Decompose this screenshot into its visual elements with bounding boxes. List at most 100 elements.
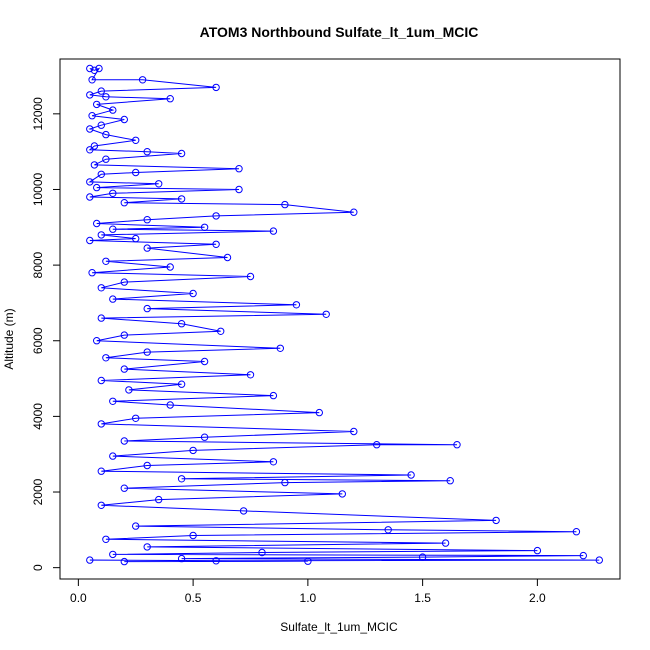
data-point — [109, 189, 117, 198]
y-tick-label: 8000 — [31, 251, 45, 278]
data-point — [132, 414, 140, 422]
y-tick-label: 12000 — [31, 97, 45, 131]
data-point — [93, 183, 101, 192]
data-point — [212, 212, 220, 220]
data-point — [109, 397, 117, 405]
data-point — [88, 76, 96, 84]
data-point — [86, 193, 94, 201]
data-point — [97, 420, 106, 428]
data-point — [407, 471, 415, 479]
data-point — [155, 180, 163, 188]
series-lines — [88, 67, 600, 563]
data-point — [223, 253, 232, 262]
data-point — [102, 257, 110, 265]
data-point — [143, 543, 151, 551]
series-line — [88, 67, 600, 563]
x-tick-label: 0.5 — [185, 591, 202, 605]
data-point — [418, 553, 427, 561]
x-tick-label: 1.0 — [300, 591, 317, 605]
data-point — [86, 178, 94, 186]
data-point — [102, 354, 110, 362]
data-point — [492, 516, 500, 525]
data-point — [235, 185, 243, 194]
data-point — [239, 507, 248, 515]
data-point — [86, 556, 94, 564]
data-point — [212, 240, 220, 249]
data-point — [120, 484, 129, 492]
data-point — [88, 269, 96, 277]
chart-title: ATOM3 Northbound Sulfate_lt_1um_MCIC — [200, 24, 479, 40]
y-tick-label: 0 — [31, 564, 45, 571]
x-tick-label: 0.0 — [70, 591, 87, 605]
data-point — [132, 168, 140, 177]
data-point — [120, 199, 129, 207]
data-point — [102, 130, 110, 139]
x-axis-label: Sulfate_lt_1um_MCIC — [280, 620, 398, 634]
data-point — [86, 236, 94, 245]
data-point — [90, 66, 99, 75]
data-point — [86, 91, 94, 99]
data-point — [595, 556, 603, 564]
y-tick-label: 4000 — [31, 403, 45, 430]
data-point — [166, 263, 174, 271]
y-axis-label: Altitude (m) — [2, 308, 16, 369]
data-point — [109, 225, 117, 233]
data-point — [97, 376, 106, 385]
data-point — [86, 146, 94, 154]
data-point — [322, 310, 330, 318]
data-point — [217, 327, 225, 335]
data-point — [200, 433, 209, 441]
data-point — [246, 272, 255, 281]
data-point — [120, 557, 129, 566]
data-point — [93, 100, 101, 109]
data-point — [102, 93, 110, 101]
data-point — [143, 148, 151, 156]
data-point — [97, 467, 106, 475]
data-point — [315, 408, 323, 417]
y-tick-label: 2000 — [31, 478, 45, 505]
data-point — [97, 170, 106, 179]
x-tick-label: 1.5 — [414, 591, 431, 605]
data-point — [97, 121, 106, 129]
data-point — [292, 301, 301, 309]
data-point — [90, 142, 99, 150]
data-point — [132, 234, 140, 243]
data-point — [97, 87, 106, 95]
data-point — [338, 490, 346, 498]
data-point — [109, 550, 117, 559]
data-point — [93, 337, 101, 345]
data-point — [200, 223, 209, 232]
data-point — [97, 231, 106, 239]
data-point — [143, 461, 151, 470]
data-point — [177, 320, 186, 328]
data-point — [281, 200, 289, 209]
data-point — [572, 528, 581, 536]
data-point — [143, 216, 151, 224]
data-point — [93, 219, 101, 228]
data-point — [269, 458, 278, 466]
x-axis: 0.0 0.5 1.0 1.5 2.0 — [70, 578, 546, 605]
data-point — [189, 531, 197, 540]
data-point — [120, 365, 129, 373]
data-point — [88, 112, 96, 120]
data-point — [441, 539, 450, 547]
data-point — [579, 551, 587, 560]
data-point — [200, 357, 209, 366]
data-point — [125, 386, 133, 394]
y-axis: 0 2000 4000 6000 8000 10000 12000 — [31, 97, 61, 571]
data-point — [143, 244, 151, 252]
data-point — [350, 208, 358, 216]
data-point — [189, 289, 197, 298]
data-point — [109, 295, 117, 303]
data-point — [86, 125, 94, 133]
data-point — [258, 548, 266, 557]
data-point — [304, 557, 312, 565]
data-point — [177, 554, 186, 563]
data-point — [350, 427, 358, 436]
data-point — [177, 149, 186, 158]
data-point — [120, 437, 129, 445]
data-point — [97, 284, 106, 292]
data-point — [177, 475, 186, 483]
data-point — [235, 165, 243, 173]
